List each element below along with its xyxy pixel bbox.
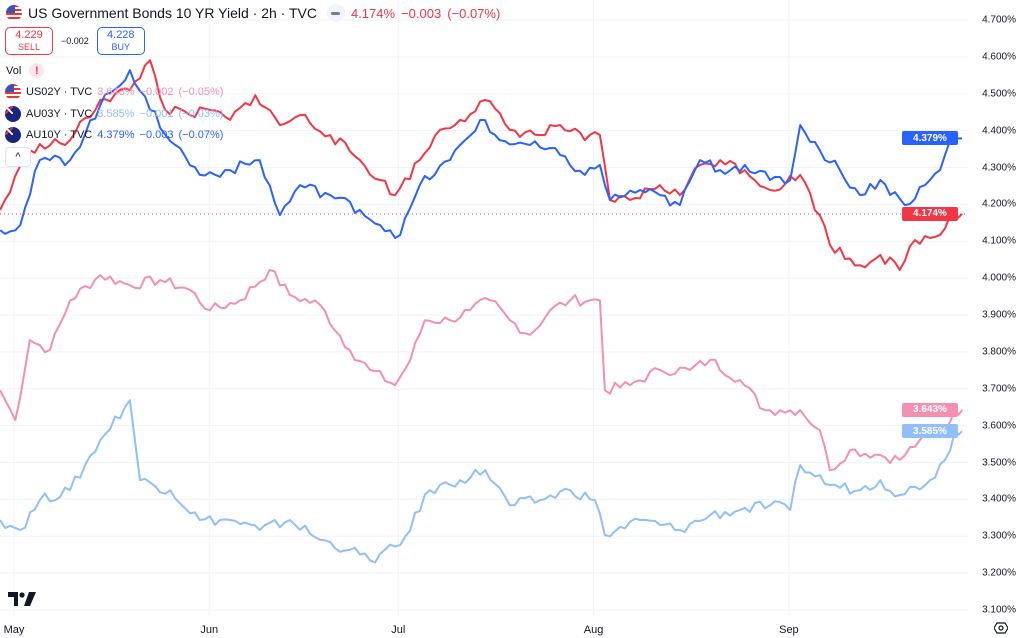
y-tick-label: 4.600% (982, 51, 1016, 63)
legend-change: −0.002 (139, 86, 174, 98)
y-tick-label: 4.300% (982, 162, 1016, 173)
volume-label: Vol (6, 64, 22, 77)
legend-change-pct: (−0.03%) (178, 108, 224, 120)
symbol-title[interactable]: US Government Bonds 10 YR Yield · 2h · T… (28, 5, 317, 21)
chart-header: US Government Bonds 10 YR Yield · 2h · T… (6, 4, 500, 22)
legend-item-au03y[interactable]: AU03Y · TVC 3.585% −0.001 (−0.03%) (5, 106, 223, 122)
trade-buttons: 4.229 SELL −0.002 4.228 BUY (5, 27, 145, 55)
x-tick-label: Jul (391, 624, 406, 636)
series-line-us02y (0, 269, 963, 472)
y-tick-label: 3.700% (982, 383, 1016, 395)
settings-icon[interactable] (994, 622, 1008, 634)
x-tick-label: Sep (779, 624, 799, 636)
x-tick-label: Aug (583, 624, 604, 636)
y-tick-label: 3.100% (982, 604, 1016, 616)
legend-symbol: US02Y · TVC (26, 86, 93, 98)
warning-icon[interactable]: ! (29, 63, 45, 78)
sell-label: SELL (17, 42, 41, 52)
buy-button[interactable]: 4.228 BUY (96, 27, 145, 55)
price-change: −0.003 (401, 5, 442, 21)
grid (0, 0, 968, 615)
legend-value: 4.379% (97, 129, 135, 141)
y-tick-label: 4.000% (982, 272, 1016, 284)
y-tick-label: 3.800% (982, 346, 1016, 358)
us-flag-icon (6, 5, 22, 21)
collapse-legend-button[interactable]: ^ (5, 147, 31, 167)
sell-price: 4.229 (15, 29, 43, 41)
sell-button[interactable]: 4.229 SELL (5, 27, 53, 55)
price-tag-au03y: 3.585% (902, 424, 958, 439)
y-tick-label: 3.900% (982, 309, 1016, 321)
legend-change: −0.003 (139, 129, 174, 141)
minus-icon (331, 11, 341, 15)
y-tick-label: 3.500% (982, 457, 1016, 468)
chevron-up-icon: ^ (15, 151, 21, 163)
series-lines (0, 59, 963, 564)
legend-value: 3.585% (97, 108, 135, 120)
y-tick-label: 3.200% (982, 567, 1016, 579)
legend-value: 3.643% (97, 86, 135, 98)
buy-price: 4.228 (107, 29, 135, 41)
y-tick-label: 3.300% (982, 530, 1016, 542)
legend-item-us02y[interactable]: US02Y · TVC 3.643% −0.002 (−0.05%) (5, 84, 223, 100)
legend-symbol: AU03Y · TVC (26, 108, 93, 120)
y-tick-label: 4.500% (982, 88, 1016, 100)
x-tick-label: May (3, 624, 25, 636)
x-tick-label: Jun (200, 624, 219, 636)
price-change-pct: (−0.07%) (447, 5, 501, 21)
legend-change-pct: (−0.07%) (178, 129, 224, 141)
y-tick-label: 4.100% (982, 235, 1016, 247)
legend-item-au10y[interactable]: AU10Y · TVC 4.379% −0.003 (−0.07%) (5, 127, 223, 143)
spread-value: −0.002 (61, 36, 89, 46)
series-line-au03y (0, 399, 963, 564)
series-line-au10y (0, 69, 963, 239)
y-tick-label: 4.200% (982, 198, 1016, 210)
last-price: 4.174% (350, 5, 396, 21)
y-tick-label: 4.700% (982, 14, 1016, 26)
legend-symbol: AU10Y · TVC (26, 129, 93, 141)
au-flag-icon (5, 106, 21, 122)
buy-label: BUY (111, 42, 131, 52)
au-flag-icon (5, 127, 21, 143)
tradingview-logo[interactable] (8, 592, 36, 606)
us-flag-icon (5, 84, 21, 100)
price-tag-us10y: 4.174% (902, 206, 958, 221)
y-tick-label: 4.400% (982, 125, 1016, 137)
collapse-legend-button[interactable] (326, 4, 345, 22)
price-tag-au10y: 4.379% (902, 131, 958, 146)
legend-change-pct: (−0.05%) (178, 86, 224, 98)
y-tick-label: 3.600% (982, 420, 1016, 432)
legend-change: −0.001 (139, 108, 174, 120)
volume-indicator[interactable]: Vol ! (6, 63, 45, 78)
price-tag-us02y: 3.643% (902, 402, 958, 417)
y-tick-label: 3.400% (982, 493, 1016, 505)
series-line-us10y (0, 59, 963, 271)
